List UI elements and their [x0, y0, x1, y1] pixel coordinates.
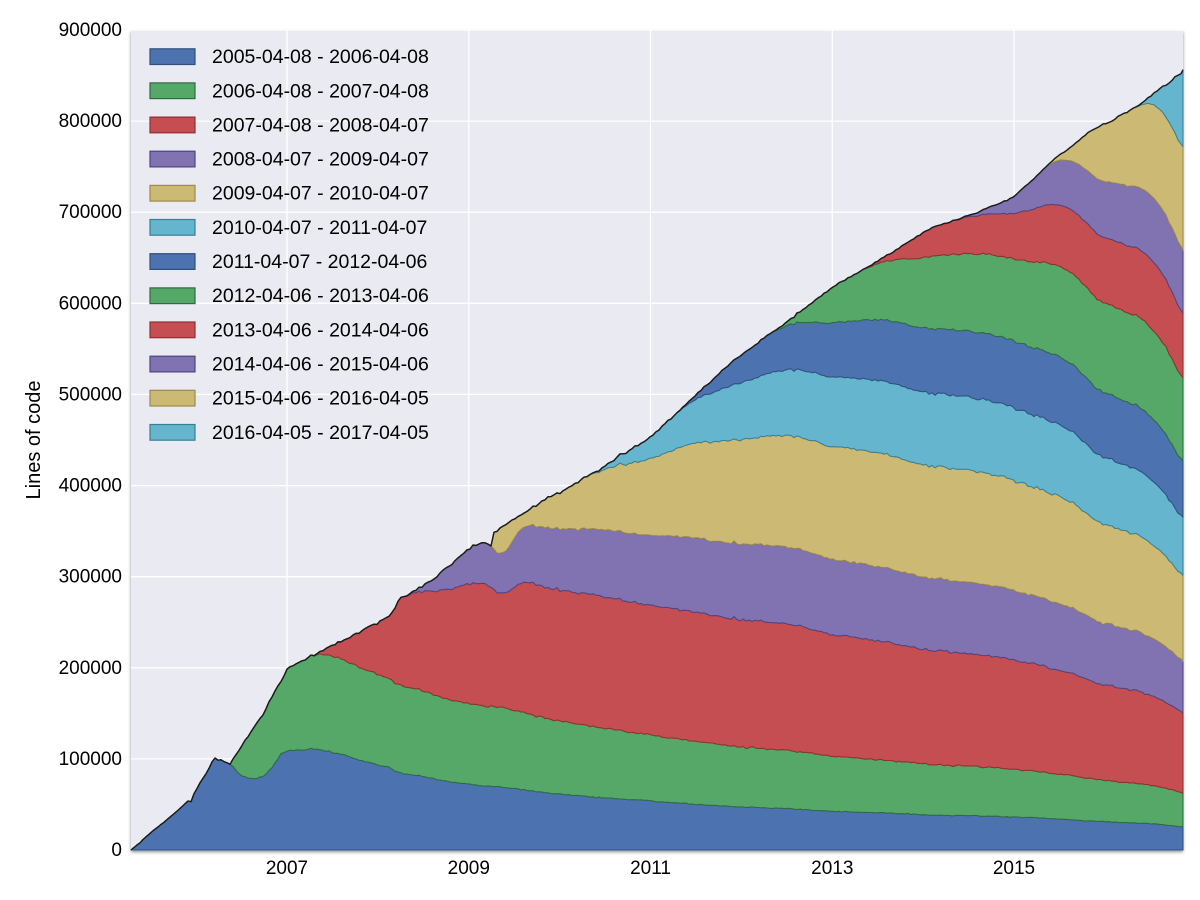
svg-text:2015-04-06 - 2016-04-05: 2015-04-06 - 2016-04-05 [212, 388, 429, 410]
svg-text:600000: 600000 [59, 293, 122, 314]
svg-text:2007: 2007 [266, 858, 308, 879]
svg-text:Lines of code: Lines of code [23, 381, 45, 500]
svg-text:2013-04-06 - 2014-04-06: 2013-04-06 - 2014-04-06 [212, 319, 429, 341]
svg-text:2009: 2009 [448, 858, 490, 879]
svg-text:2011: 2011 [630, 858, 671, 879]
svg-text:100000: 100000 [59, 749, 122, 770]
svg-text:2006-04-08 - 2007-04-08: 2006-04-08 - 2007-04-08 [212, 80, 429, 102]
svg-text:500000: 500000 [59, 384, 122, 405]
svg-text:900000: 900000 [59, 20, 122, 41]
svg-text:2009-04-07 - 2010-04-07: 2009-04-07 - 2010-04-07 [212, 183, 429, 205]
svg-text:2013: 2013 [811, 858, 853, 879]
svg-text:0: 0 [111, 840, 122, 861]
svg-text:2014-04-06 - 2015-04-06: 2014-04-06 - 2015-04-06 [212, 354, 429, 376]
svg-text:2011-04-07 - 2012-04-06: 2011-04-07 - 2012-04-06 [212, 251, 427, 273]
svg-text:2005-04-08 - 2006-04-08: 2005-04-08 - 2006-04-08 [212, 46, 429, 68]
svg-text:2015: 2015 [993, 858, 1035, 879]
svg-text:300000: 300000 [59, 567, 122, 588]
svg-text:2010-04-07 - 2011-04-07: 2010-04-07 - 2011-04-07 [212, 217, 427, 239]
svg-text:800000: 800000 [59, 111, 122, 132]
svg-text:2012-04-06 - 2013-04-06: 2012-04-06 - 2013-04-06 [212, 285, 429, 307]
svg-text:700000: 700000 [59, 202, 122, 223]
svg-text:2008-04-07 - 2009-04-07: 2008-04-07 - 2009-04-07 [212, 149, 429, 171]
svg-text:2016-04-05 - 2017-04-05: 2016-04-05 - 2017-04-05 [212, 422, 429, 444]
svg-text:200000: 200000 [59, 658, 122, 679]
svg-text:400000: 400000 [59, 476, 122, 497]
svg-text:2007-04-08 - 2008-04-07: 2007-04-08 - 2008-04-07 [212, 114, 429, 136]
